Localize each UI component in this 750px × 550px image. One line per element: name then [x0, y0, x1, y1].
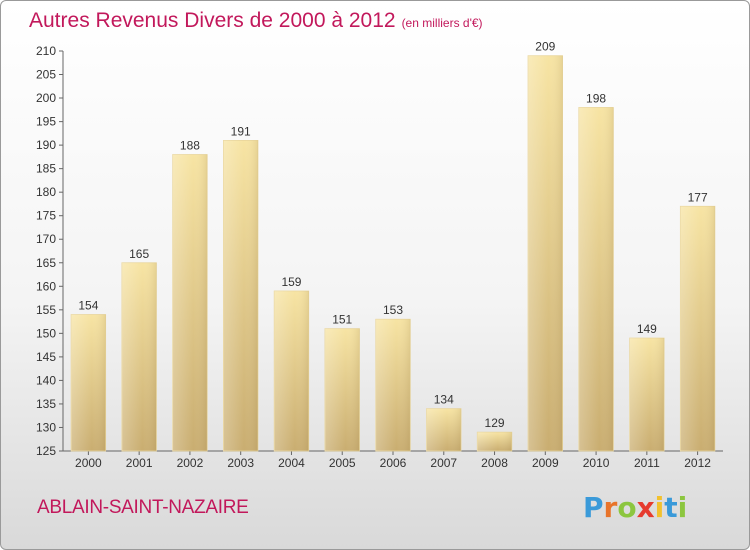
bar-shade	[375, 319, 411, 451]
x-tick-label: 2006	[380, 456, 407, 470]
bar-shade	[172, 154, 208, 451]
y-tick-label: 185	[36, 162, 56, 176]
x-tick-label: 2011	[634, 456, 660, 470]
bar-shade	[274, 291, 309, 451]
bar-shade	[477, 432, 512, 451]
x-tick-label: 2003	[227, 456, 254, 470]
chart-title: Autres Revenus Divers de 2000 à 2012	[29, 9, 396, 32]
value-label: 129	[485, 416, 505, 430]
value-label: 134	[434, 393, 454, 407]
bar-shade	[426, 408, 462, 451]
y-tick-label: 180	[36, 185, 56, 199]
logo-letter: o	[617, 491, 637, 524]
logo-letter: t	[664, 491, 678, 524]
value-label: 191	[231, 124, 251, 138]
value-label: 151	[332, 313, 352, 327]
y-tick-label: 210	[36, 44, 56, 58]
x-tick-label: 2005	[329, 456, 356, 470]
y-tick-label: 190	[36, 138, 56, 152]
y-tick-label: 205	[36, 68, 56, 82]
logo-letter: P	[583, 491, 604, 524]
y-tick-label: 160	[36, 279, 56, 293]
logo-letter: x	[636, 491, 655, 524]
value-label: 188	[180, 139, 200, 153]
x-tick-label: 2012	[684, 456, 711, 470]
value-label: 209	[535, 40, 555, 54]
y-tick-label: 150	[36, 326, 56, 340]
commune-name: ABLAIN-SAINT-NAZAIRE	[37, 497, 249, 518]
y-tick-label: 135	[36, 397, 56, 411]
bar-shade	[71, 314, 106, 451]
bar-shade	[121, 262, 157, 451]
x-tick-label: 2010	[583, 456, 610, 470]
logo-letter: i	[654, 491, 665, 524]
x-tick-label: 2009	[532, 456, 559, 470]
logo-letter: i	[677, 491, 688, 524]
bar-shade	[324, 328, 360, 451]
x-tick-label: 2007	[430, 456, 457, 470]
logo-letter: r	[603, 491, 618, 524]
value-label: 154	[78, 299, 98, 313]
value-label: 153	[383, 303, 403, 317]
value-label: 177	[688, 190, 708, 204]
title-row: Autres Revenus Divers de 2000 à 2012 (en …	[29, 9, 483, 33]
bar-shade	[223, 140, 258, 452]
y-tick-label: 140	[36, 373, 56, 387]
value-label: 165	[129, 247, 149, 261]
y-tick-label: 155	[36, 303, 56, 317]
y-tick-label: 175	[36, 209, 56, 223]
value-label: 198	[586, 91, 606, 105]
y-tick-label: 130	[36, 420, 56, 434]
x-tick-label: 2008	[481, 456, 508, 470]
bar-shade	[578, 107, 614, 452]
x-tick-label: 2001	[126, 456, 153, 470]
y-tick-label: 145	[36, 350, 56, 364]
value-label: 159	[281, 275, 301, 289]
y-tick-label: 200	[36, 91, 56, 105]
bar-shade	[528, 55, 563, 452]
value-label: 149	[637, 322, 657, 336]
y-tick-label: 165	[36, 256, 56, 270]
x-tick-label: 2004	[278, 456, 305, 470]
y-tick-label: 125	[36, 444, 56, 458]
y-tick-label: 195	[36, 115, 56, 129]
proxiti-logo[interactable]: Proxiti	[583, 491, 687, 524]
y-tick-label: 170	[36, 232, 56, 246]
chart-subtitle: (en milliers d'€)	[401, 16, 483, 30]
bar-shade	[629, 338, 665, 451]
bar-shade	[680, 206, 715, 451]
x-tick-label: 2000	[75, 456, 102, 470]
x-tick-label: 2002	[177, 456, 204, 470]
